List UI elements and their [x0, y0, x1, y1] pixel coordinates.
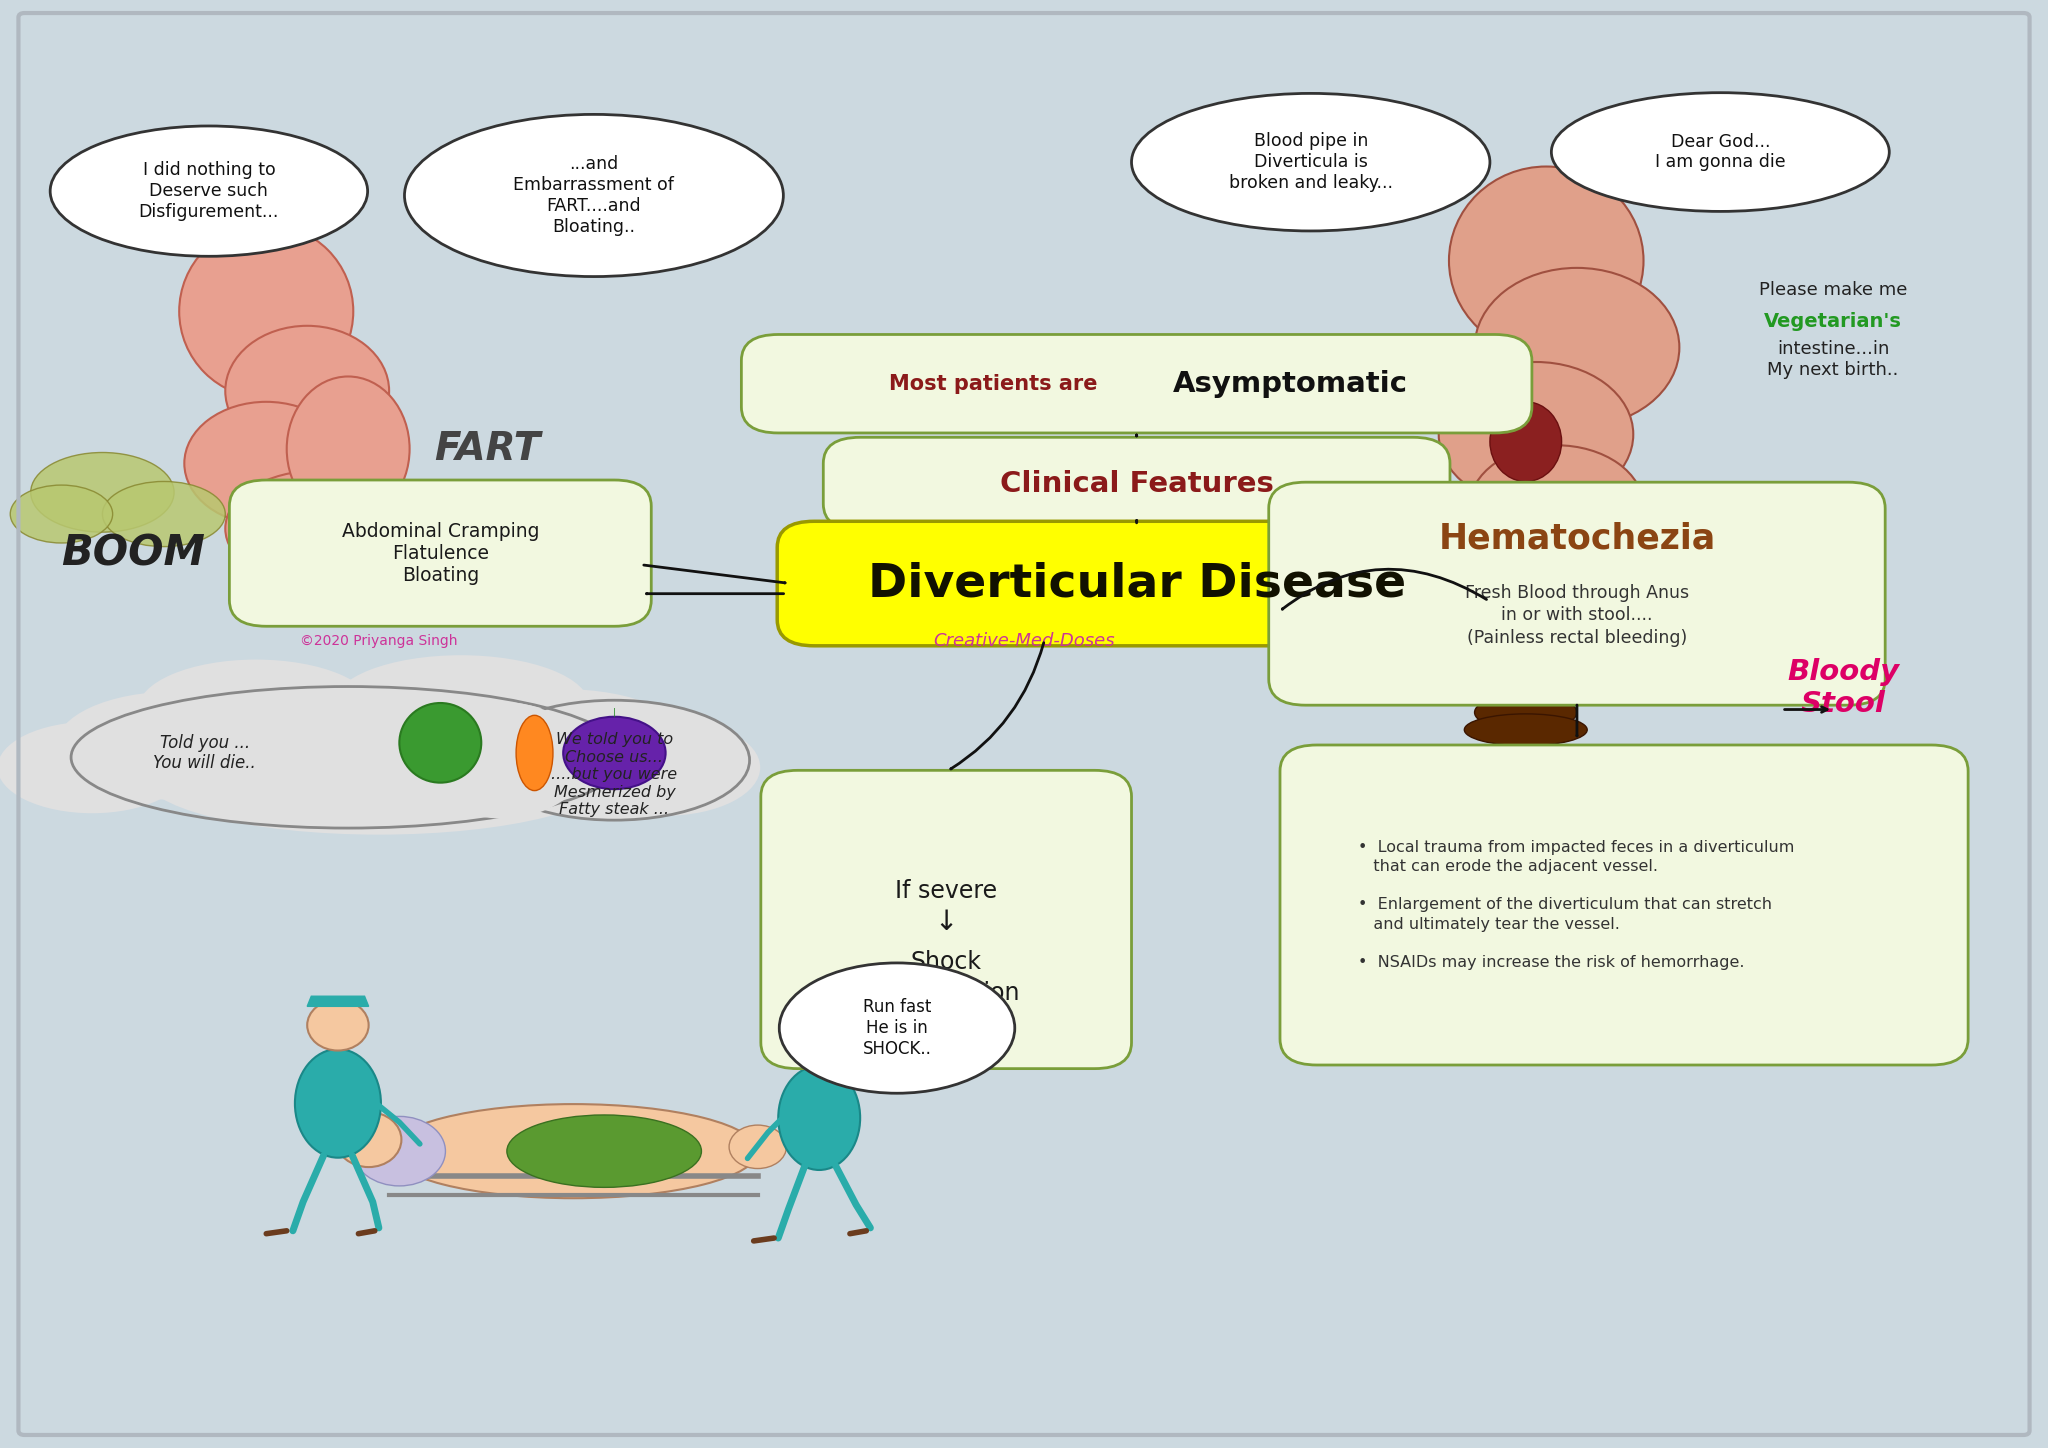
Text: Clinical Features: Clinical Features — [999, 469, 1274, 498]
FancyBboxPatch shape — [823, 437, 1450, 530]
FancyBboxPatch shape — [1270, 482, 1886, 705]
Ellipse shape — [184, 401, 348, 524]
Ellipse shape — [307, 1001, 369, 1051]
Text: We told you to
Choose us...
....but you were
Mesmerized by
Fatty steak ...: We told you to Choose us... ....but you … — [551, 733, 678, 817]
FancyBboxPatch shape — [741, 334, 1532, 433]
Ellipse shape — [508, 1115, 700, 1187]
Ellipse shape — [729, 1125, 786, 1169]
Text: •  Local trauma from impacted feces in a diverticulum
   that can erode the adja: • Local trauma from impacted feces in a … — [1358, 840, 1794, 970]
Circle shape — [1491, 613, 1540, 647]
Ellipse shape — [1475, 268, 1679, 427]
Text: |: | — [612, 708, 616, 717]
Ellipse shape — [389, 1105, 758, 1199]
Ellipse shape — [55, 692, 293, 799]
Ellipse shape — [516, 715, 553, 791]
Ellipse shape — [332, 654, 590, 756]
Text: ©2020 Priyanga Singh: ©2020 Priyanga Singh — [301, 634, 457, 649]
Ellipse shape — [0, 721, 186, 814]
Ellipse shape — [143, 715, 614, 834]
Text: ↓: ↓ — [934, 908, 958, 937]
Circle shape — [1518, 646, 1554, 672]
Ellipse shape — [801, 1018, 858, 1067]
Text: Most patients are: Most patients are — [889, 374, 1098, 394]
Text: Blood pipe in
Diverticula is
broken and leaky...: Blood pipe in Diverticula is broken and … — [1229, 132, 1393, 193]
Polygon shape — [307, 996, 369, 1006]
Ellipse shape — [778, 1066, 860, 1170]
Text: Bloody
Stool: Bloody Stool — [1788, 657, 1898, 718]
Text: Hematochezia: Hematochezia — [1438, 521, 1716, 556]
Ellipse shape — [287, 376, 410, 521]
Ellipse shape — [403, 114, 782, 277]
Ellipse shape — [434, 689, 692, 802]
Circle shape — [563, 717, 666, 789]
Ellipse shape — [1491, 403, 1561, 482]
Text: Creative-Med-Doses: Creative-Med-Doses — [934, 633, 1114, 650]
Ellipse shape — [31, 452, 174, 533]
FancyBboxPatch shape — [778, 521, 1495, 646]
Text: Asymptomatic: Asymptomatic — [1174, 369, 1407, 398]
Text: Run fast
He is in
SHOCK..: Run fast He is in SHOCK.. — [862, 998, 932, 1058]
Text: ...and
Embarrassment of
FART....and
Bloating..: ...and Embarrassment of FART....and Bloa… — [514, 155, 674, 236]
Ellipse shape — [49, 126, 369, 256]
Text: Diverticular Disease: Diverticular Disease — [868, 560, 1405, 607]
Ellipse shape — [1450, 167, 1642, 355]
Circle shape — [1536, 626, 1577, 654]
Ellipse shape — [1470, 446, 1645, 569]
Text: If severe: If severe — [895, 879, 997, 902]
FancyBboxPatch shape — [1280, 744, 1968, 1066]
Ellipse shape — [10, 485, 113, 543]
Text: Abdominal Cramping
Flatulence
Bloating: Abdominal Cramping Flatulence Bloating — [342, 521, 539, 585]
Ellipse shape — [180, 224, 354, 398]
Text: intestine...in
My next birth..: intestine...in My next birth.. — [1767, 340, 1898, 378]
Text: Told you ...
You will die..: Told you ... You will die.. — [154, 734, 256, 772]
Text: Vegetarian's: Vegetarian's — [1763, 311, 1903, 332]
Ellipse shape — [479, 701, 750, 820]
Ellipse shape — [225, 326, 389, 456]
Text: Dear God...
I am gonna die: Dear God... I am gonna die — [1655, 133, 1786, 171]
Polygon shape — [799, 1014, 860, 1024]
Ellipse shape — [418, 702, 586, 818]
Text: FART: FART — [434, 430, 541, 468]
Text: I did nothing to
Deserve such
Disfigurement...: I did nothing to Deserve such Disfigurem… — [139, 161, 279, 222]
Ellipse shape — [352, 1116, 446, 1186]
Ellipse shape — [1475, 694, 1577, 730]
Text: Shock
Hypotension: Shock Hypotension — [872, 950, 1020, 1005]
Ellipse shape — [1485, 675, 1567, 715]
Ellipse shape — [102, 481, 225, 547]
Ellipse shape — [1552, 93, 1888, 211]
Text: BOOM: BOOM — [61, 531, 205, 575]
Ellipse shape — [571, 720, 760, 815]
FancyBboxPatch shape — [229, 481, 651, 626]
Ellipse shape — [1423, 511, 1608, 620]
Text: Please make me: Please make me — [1759, 281, 1907, 298]
Ellipse shape — [295, 1048, 381, 1158]
Ellipse shape — [1464, 714, 1587, 746]
Ellipse shape — [137, 659, 375, 759]
Ellipse shape — [1130, 93, 1491, 230]
Ellipse shape — [1438, 362, 1634, 507]
Text: Fresh Blood through Anus
in or with stool....
(Painless rectal bleeding): Fresh Blood through Anus in or with stoo… — [1464, 584, 1690, 647]
Ellipse shape — [399, 704, 481, 783]
FancyBboxPatch shape — [762, 770, 1130, 1069]
Ellipse shape — [336, 1112, 401, 1167]
Ellipse shape — [104, 685, 612, 821]
Ellipse shape — [778, 963, 1016, 1093]
Ellipse shape — [225, 471, 410, 586]
